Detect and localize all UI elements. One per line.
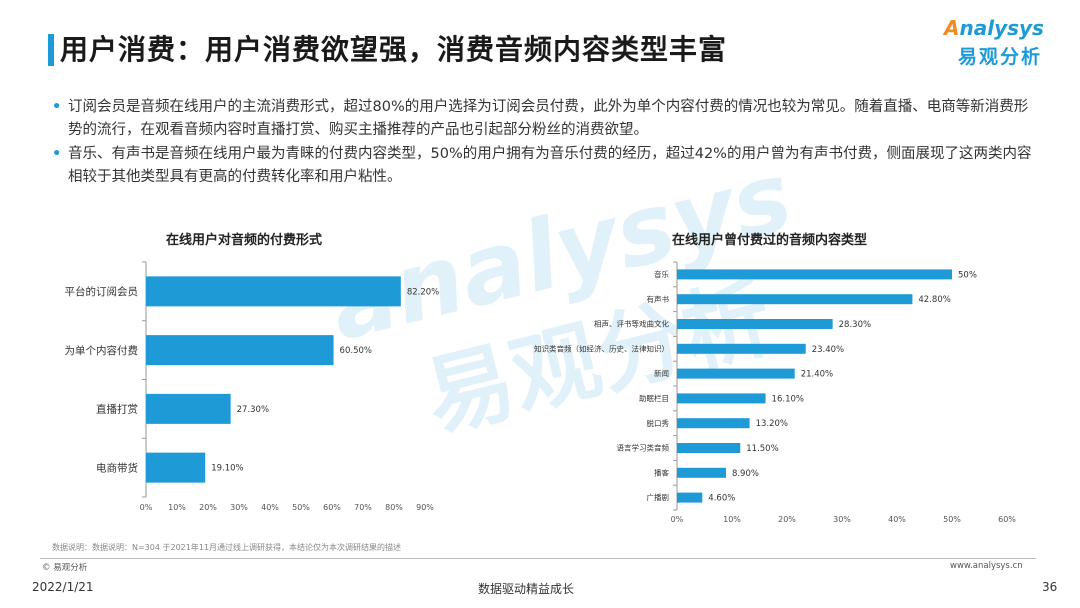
chart-2-bar bbox=[677, 368, 795, 379]
chart-2-value-label: 11.50% bbox=[746, 444, 778, 454]
chart-2-category-label: 广播剧 bbox=[647, 492, 670, 502]
bullet-text: 订阅会员是音频在线用户的主流消费形式，超过80%的用户选择为订阅会员付费，此外为… bbox=[68, 99, 1029, 138]
bullet-text: 音乐、有声书是音频在线用户最为青睐的付费内容类型，50%的用户拥有为音乐付费的经… bbox=[68, 146, 1032, 185]
chart-1-x-tick-label: 60% bbox=[323, 503, 341, 512]
footer-divider bbox=[40, 558, 1036, 559]
analysys-logo: Analysys 易观分析 bbox=[944, 16, 1054, 72]
chart-2-category-label: 播客 bbox=[654, 467, 669, 477]
chart-2-category-label: 助眠栏目 bbox=[639, 393, 669, 403]
chart-2-value-label: 28.30% bbox=[839, 320, 871, 330]
chart-2-category-label: 相声、评书等戏曲文化 bbox=[594, 319, 669, 329]
chart-2-value-label: 13.20% bbox=[756, 419, 788, 429]
chart-2-x-tick-label: 0% bbox=[671, 515, 684, 524]
chart-2-bar bbox=[677, 343, 806, 354]
chart-2-x-tick-label: 50% bbox=[943, 515, 961, 524]
logo-cn: 易观分析 bbox=[958, 46, 1043, 68]
chart-2-bar bbox=[677, 418, 750, 429]
chart-2-value-label: 4.60% bbox=[708, 494, 735, 504]
chart-2-x-tick-label: 40% bbox=[888, 515, 906, 524]
chart-2-bar bbox=[677, 294, 913, 305]
chart-2-category-label: 脱口秀 bbox=[647, 418, 670, 428]
chart-2-x-tick-label: 30% bbox=[833, 515, 851, 524]
chart-1-title: 在线用户对音频的付费形式 bbox=[166, 233, 323, 248]
chart-1-x-tick-label: 0% bbox=[140, 503, 153, 512]
chart-1-x-tick-label: 50% bbox=[292, 503, 310, 512]
chart-1-value-label: 19.10% bbox=[211, 464, 243, 474]
chart-2-category-label: 新闻 bbox=[654, 368, 669, 378]
chart-2-value-label: 16.10% bbox=[772, 394, 804, 404]
chart-2-value-label: 21.40% bbox=[801, 370, 833, 380]
chart-2-value-label: 8.90% bbox=[732, 469, 759, 479]
chart-2-x-tick-label: 20% bbox=[778, 515, 796, 524]
slogan: 数据驱动精益成长 bbox=[478, 582, 575, 596]
data-note: 数据说明：数据说明：N=304 于2021年11月通过线上调研获得，本结论仅为本… bbox=[52, 543, 402, 552]
chart-2-x-tick-label: 10% bbox=[723, 515, 741, 524]
chart-1-x-tick-label: 80% bbox=[385, 503, 403, 512]
chart-2-value-label: 23.40% bbox=[812, 345, 844, 355]
bullet-dot-icon: • bbox=[52, 99, 62, 115]
title-accent-bar bbox=[48, 34, 54, 66]
chart-1-value-label: 82.20% bbox=[407, 287, 439, 297]
chart-2-category-label: 知识类音频（如经济、历史、法律知识） bbox=[534, 343, 669, 353]
chart-1-x-tick-label: 20% bbox=[199, 503, 217, 512]
chart-1-bar bbox=[146, 335, 334, 366]
chart-1-bar bbox=[146, 276, 401, 307]
logo-en: nalysys bbox=[959, 16, 1044, 40]
chart-2-bar bbox=[677, 443, 741, 453]
website-link[interactable]: www.analysys.cn bbox=[950, 561, 1023, 571]
chart-2-value-label: 50% bbox=[958, 270, 977, 280]
chart-2-bar bbox=[677, 467, 726, 478]
chart-1-value-label: 27.30% bbox=[237, 405, 269, 415]
chart-1-category-label: 电商带货 bbox=[96, 461, 138, 474]
chart-1-category-label: 直播打赏 bbox=[96, 403, 138, 416]
chart-2-category-label: 有声书 bbox=[647, 294, 670, 304]
page-title: 用户消费：用户消费欲望强，消费音频内容类型丰富 bbox=[60, 33, 728, 66]
summary-bullets: • 订阅会员是音频在线用户的主流消费形式，超过80%的用户选择为订阅会员付费，此… bbox=[52, 96, 1042, 190]
copyright: © 易观分析 bbox=[42, 563, 88, 573]
page-number: 36 bbox=[1042, 580, 1058, 594]
chart-1-category-label: 为单个内容付费 bbox=[65, 344, 139, 357]
chart-1-category-label: 平台的订阅会员 bbox=[65, 285, 139, 298]
chart-1-x-tick-label: 70% bbox=[354, 503, 372, 512]
chart-1-bar bbox=[146, 452, 206, 483]
chart-1-x-tick-label: 90% bbox=[416, 503, 434, 512]
chart-2-x-tick-label: 60% bbox=[998, 515, 1016, 524]
chart-2-value-label: 42.80% bbox=[918, 295, 950, 305]
chart-2-bar bbox=[677, 269, 952, 280]
bullet-item: • 音乐、有声书是音频在线用户最为青睐的付费内容类型，50%的用户拥有为音乐付费… bbox=[52, 143, 1042, 189]
bullet-dot-icon: • bbox=[52, 146, 62, 162]
bullet-item: • 订阅会员是音频在线用户的主流消费形式，超过80%的用户选择为订阅会员付费，此… bbox=[52, 96, 1042, 142]
chart-2-category-label: 音乐 bbox=[654, 269, 669, 279]
chart-1-x-tick-label: 10% bbox=[168, 503, 186, 512]
chart-1-value-label: 60.50% bbox=[340, 346, 372, 356]
chart-2-category-label: 语言学习类音频 bbox=[617, 443, 670, 453]
chart-2-title: 在线用户曾付费过的音频内容类型 bbox=[672, 233, 868, 248]
chart-2-bar bbox=[677, 393, 766, 404]
chart-2-bar bbox=[677, 492, 703, 503]
chart-2-bar bbox=[677, 319, 833, 329]
chart-1-bar bbox=[146, 393, 231, 424]
chart-1-x-tick-label: 40% bbox=[261, 503, 279, 512]
chart-1-x-tick-label: 30% bbox=[230, 503, 248, 512]
report-date: 2022/1/21 bbox=[32, 580, 94, 594]
logo-initial: A bbox=[944, 16, 960, 40]
